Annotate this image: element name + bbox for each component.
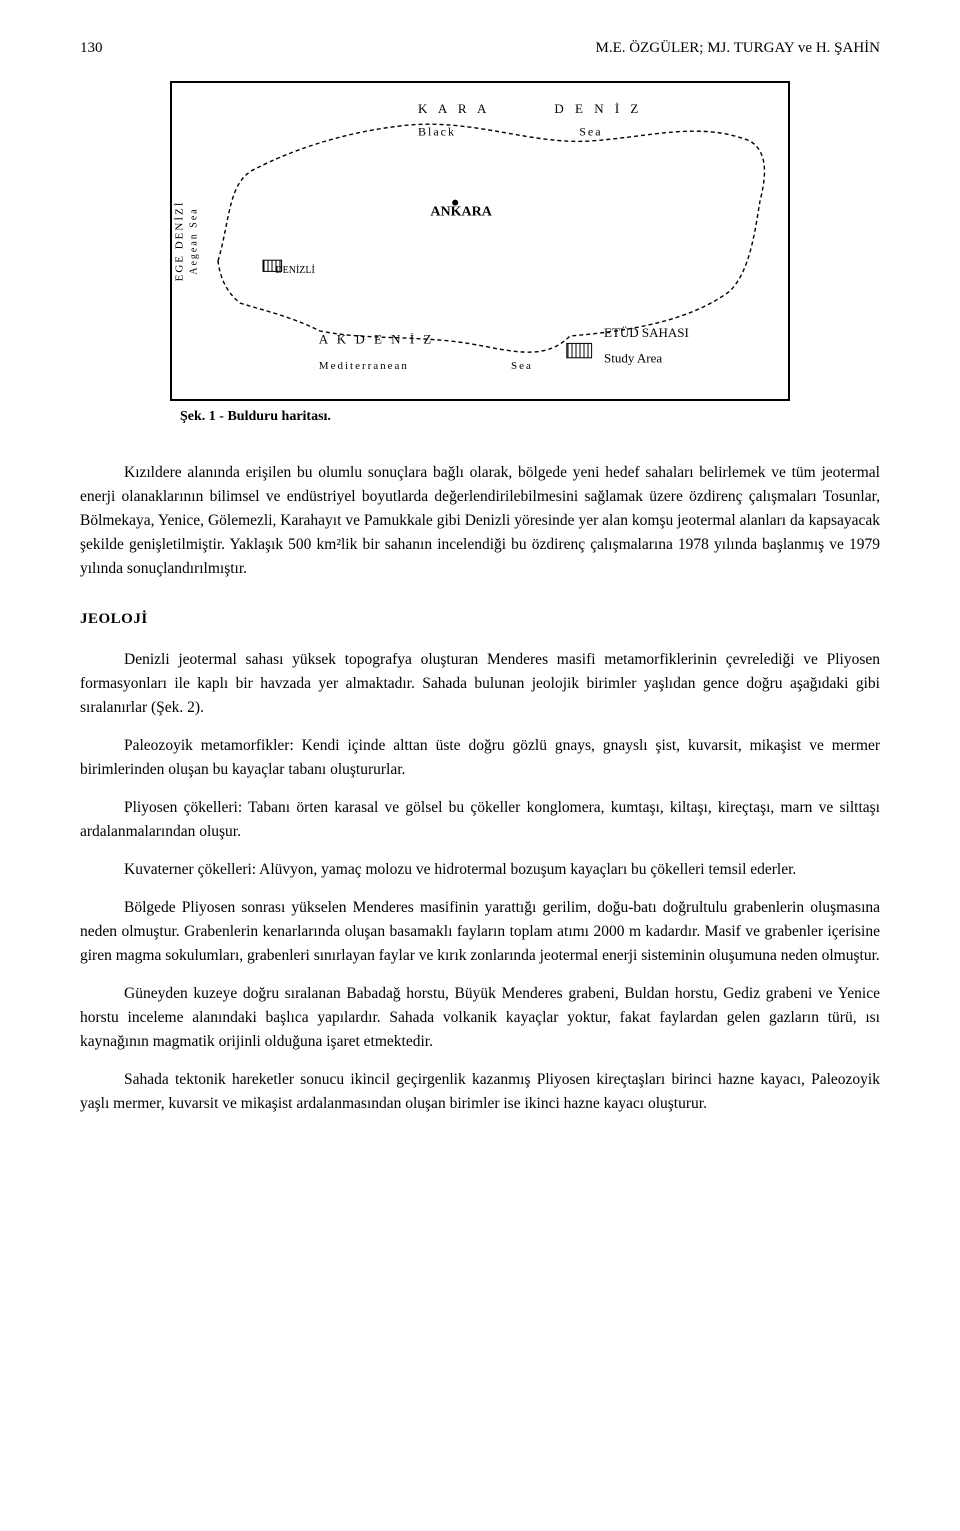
- figure-1-caption: Şek. 1 - Bulduru haritası.: [170, 409, 790, 425]
- paragraph-1: Denizli jeotermal sahası yüksek topograf…: [80, 648, 880, 720]
- paragraph-2: Paleozoyik metamorfikler: Kendi içinde a…: [80, 734, 880, 782]
- map-label-10: Study Area: [604, 351, 662, 366]
- map-label-8: Sea: [511, 360, 533, 372]
- paragraph-7: Sahada tektonik hareketler sonucu ikinci…: [80, 1068, 880, 1116]
- map-label-4: ANKARA: [430, 204, 492, 219]
- map-label-0: K A R A: [418, 101, 490, 116]
- running-head: M.E. ÖZGÜLER; MJ. TURGAY ve H. ŞAHİN: [596, 40, 880, 57]
- intro-paragraph: Kızıldere alanında erişilen bu olumlu so…: [80, 461, 880, 581]
- svg-text:Aegean Sea: Aegean Sea: [188, 207, 199, 274]
- map-label-7: Mediterranean: [319, 360, 409, 372]
- page-number: 130: [80, 40, 103, 57]
- paragraph-6: Güneyden kuzeye doğru sıralanan Babadağ …: [80, 982, 880, 1054]
- study-area-legend: [567, 343, 592, 357]
- page-header: 130 M.E. ÖZGÜLER; MJ. TURGAY ve H. ŞAHİN: [80, 40, 880, 57]
- denizli-box: [263, 260, 282, 271]
- figure-1-map: K A R ABlackD E N İ ZSeaANKARADENİZLİA K…: [170, 81, 790, 401]
- paragraph-3: Pliyosen çökelleri: Tabanı örten karasal…: [80, 796, 880, 844]
- map-label-9: ETÜD SAHASI: [604, 325, 689, 340]
- map-svg: K A R ABlackD E N İ ZSeaANKARADENİZLİA K…: [170, 81, 790, 401]
- map-label-6: A K D E N İ Z: [319, 331, 435, 346]
- map-border: [171, 82, 789, 400]
- map-label-1: Black: [418, 124, 456, 138]
- figure-1: K A R ABlackD E N İ ZSeaANKARADENİZLİA K…: [80, 81, 880, 425]
- map-label-2: D E N İ Z: [554, 101, 642, 116]
- paragraph-5: Bölgede Pliyosen sonrası yükselen Mender…: [80, 896, 880, 968]
- side-label: EGE DENİZİAegean Sea: [173, 201, 199, 282]
- map-label-3: Sea: [579, 124, 602, 138]
- ankara-dot: [452, 200, 458, 206]
- turkey-outline: [218, 124, 764, 352]
- section-title-jeoloji: JEOLOJİ: [80, 611, 880, 628]
- svg-text:EGE DENİZİ: EGE DENİZİ: [173, 201, 185, 282]
- paragraph-4: Kuvaterner çökelleri: Alüvyon, yamaç mol…: [80, 858, 880, 882]
